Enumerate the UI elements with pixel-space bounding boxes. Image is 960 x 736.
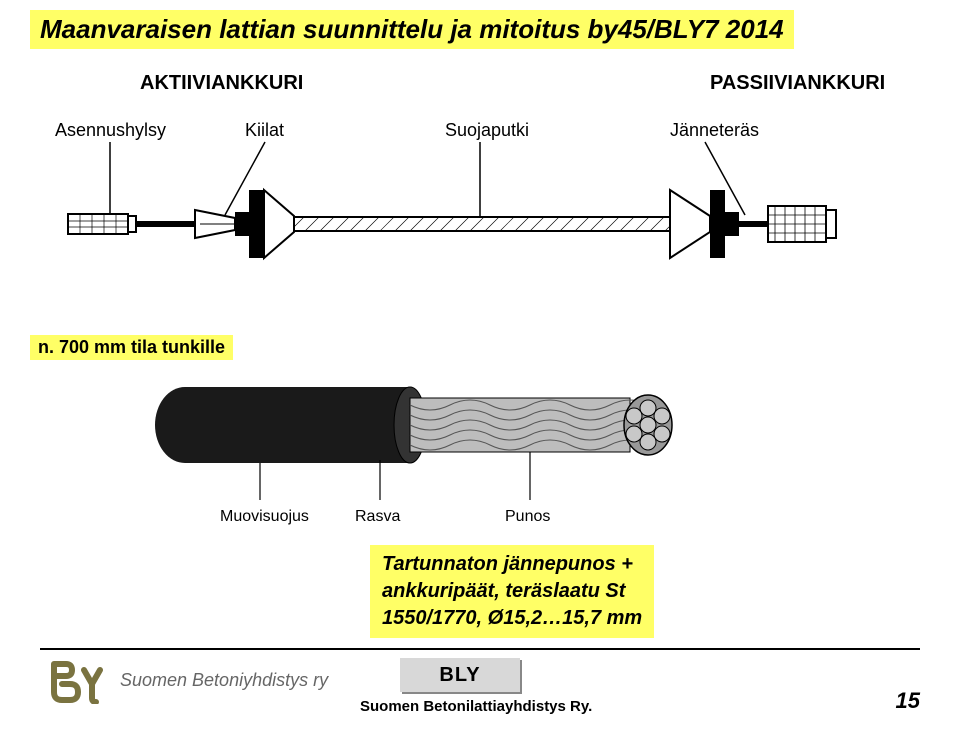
footer-bly-org: Suomen Betonilattiayhdistys Ry. [360,698,592,715]
callout-line1: Tartunnaton jännepunos + [382,551,642,578]
footer-org: Suomen Betoniyhdistys ry [120,670,328,691]
dimension-note: n. 700 mm tila tunkille [30,335,233,360]
callout-line2: ankkuripäät, teräslaatu St [382,578,642,605]
strand-callout: Tartunnaton jännepunos + ankkuripäät, te… [370,545,654,638]
left-anchor-icon [195,190,294,258]
footer-divider [40,648,920,650]
label-active-anchor: AKTIIVIANKKURI [140,72,303,95]
tendon-diagram [50,120,910,320]
bly-logo: BLY [400,658,520,692]
page-title: Maanvaraisen lattian suunnittelu ja mito… [30,10,794,49]
label-wire: Punos [505,508,550,526]
page-footer: Suomen Betoniyhdistys ry BLY Suomen Beto… [0,648,960,728]
callout-line3: 1550/1770, Ø15,2…15,7 mm [382,605,642,632]
page-number: 15 [896,688,920,714]
label-jacket: Muovisuojus [220,508,309,526]
label-passive-anchor: PASSIIVIANKKURI [710,72,885,95]
sleeve-icon [68,214,136,234]
label-grease: Rasva [355,508,400,526]
by-logo-icon [50,660,106,704]
strand-diagram [150,370,710,530]
